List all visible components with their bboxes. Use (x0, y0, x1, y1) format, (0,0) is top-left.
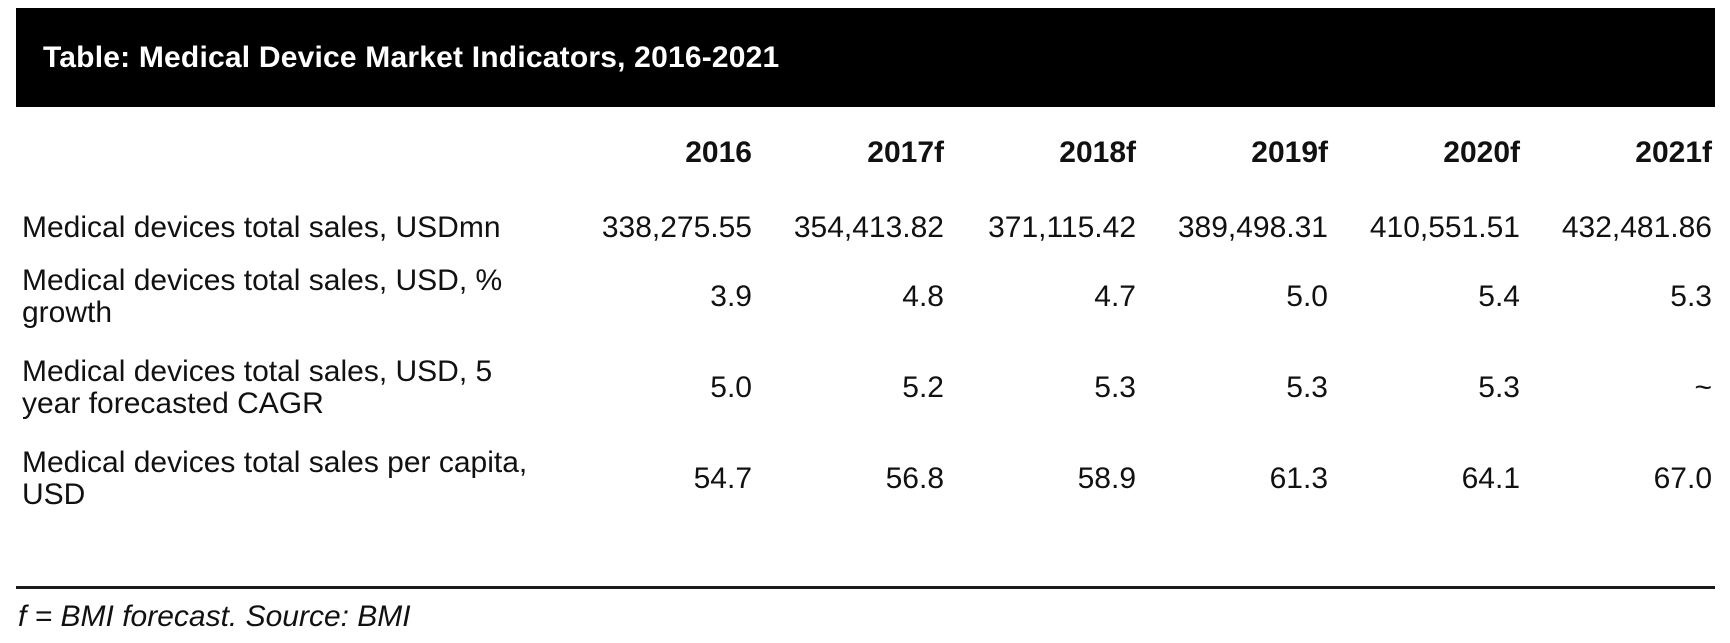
table-cell: 4.7 (1094, 279, 1136, 313)
table-cell: 5.3 (1286, 370, 1328, 404)
table-row-per-capita: Medical devices total sales per capita, … (16, 433, 1712, 524)
table-title-bar: Table: Medical Device Market Indicators,… (16, 8, 1715, 107)
column-header-2017f: 2017f (867, 136, 944, 169)
table-row-cagr: Medical devices total sales, USD, 5 year… (16, 342, 1712, 433)
table-cell: 5.0 (1286, 279, 1328, 313)
column-header-2020f: 2020f (1443, 136, 1520, 169)
table-cell: 371,115.42 (988, 211, 1136, 244)
table-row-growth: Medical devices total sales, USD, % grow… (16, 251, 1712, 342)
table-cell: ~ (1694, 370, 1712, 404)
table-cell: 54.7 (693, 461, 752, 495)
table-cell: 4.8 (902, 279, 944, 313)
table-cell: 67.0 (1653, 461, 1712, 495)
table-cell: 64.1 (1461, 461, 1520, 495)
indicators-table: 2016 2017f 2018f 2019f 2020f 2021f Medic… (16, 107, 1712, 524)
table-cell: 354,413.82 (793, 211, 944, 244)
table-cell: 5.3 (1478, 370, 1520, 404)
table-cell: 432,481.86 (1561, 211, 1712, 244)
table-title: Table: Medical Device Market Indicators,… (43, 40, 780, 74)
table-cell: 5.3 (1094, 370, 1136, 404)
column-header-2019f: 2019f (1251, 136, 1328, 169)
table-cell: 61.3 (1269, 461, 1328, 495)
column-header-2016: 2016 (685, 136, 752, 169)
table-cell: 5.0 (710, 370, 752, 404)
divider-line (16, 586, 1715, 589)
table-cell: 58.9 (1077, 461, 1136, 495)
table-cell: 389,498.31 (1177, 211, 1328, 244)
table-cell: 5.3 (1670, 279, 1712, 313)
table-cell: 5.2 (902, 370, 944, 404)
table-cell: 410,551.51 (1369, 211, 1520, 244)
source-note: f = BMI forecast. Source: BMI (18, 600, 411, 633)
header-empty-cell (16, 107, 560, 173)
table-cell: 338,275.55 (601, 211, 752, 244)
row-label: Medical devices total sales per capita, … (22, 445, 528, 511)
table-cell: 5.4 (1478, 279, 1520, 313)
column-header-2018f: 2018f (1059, 136, 1136, 169)
row-label: Medical devices total sales, USD, % grow… (22, 263, 503, 329)
table-cell: 56.8 (885, 461, 944, 495)
table-row-total-sales: Medical devices total sales, USDmn 338,2… (16, 173, 1712, 251)
table-cell: 3.9 (710, 279, 752, 313)
header-row: 2016 2017f 2018f 2019f 2020f 2021f (16, 107, 1712, 173)
row-label: Medical devices total sales, USD, 5 year… (22, 354, 493, 420)
document-page: Table: Medical Device Market Indicators,… (0, 8, 1730, 632)
row-label: Medical devices total sales, USDmn (22, 211, 501, 244)
column-header-2021f: 2021f (1635, 136, 1712, 169)
